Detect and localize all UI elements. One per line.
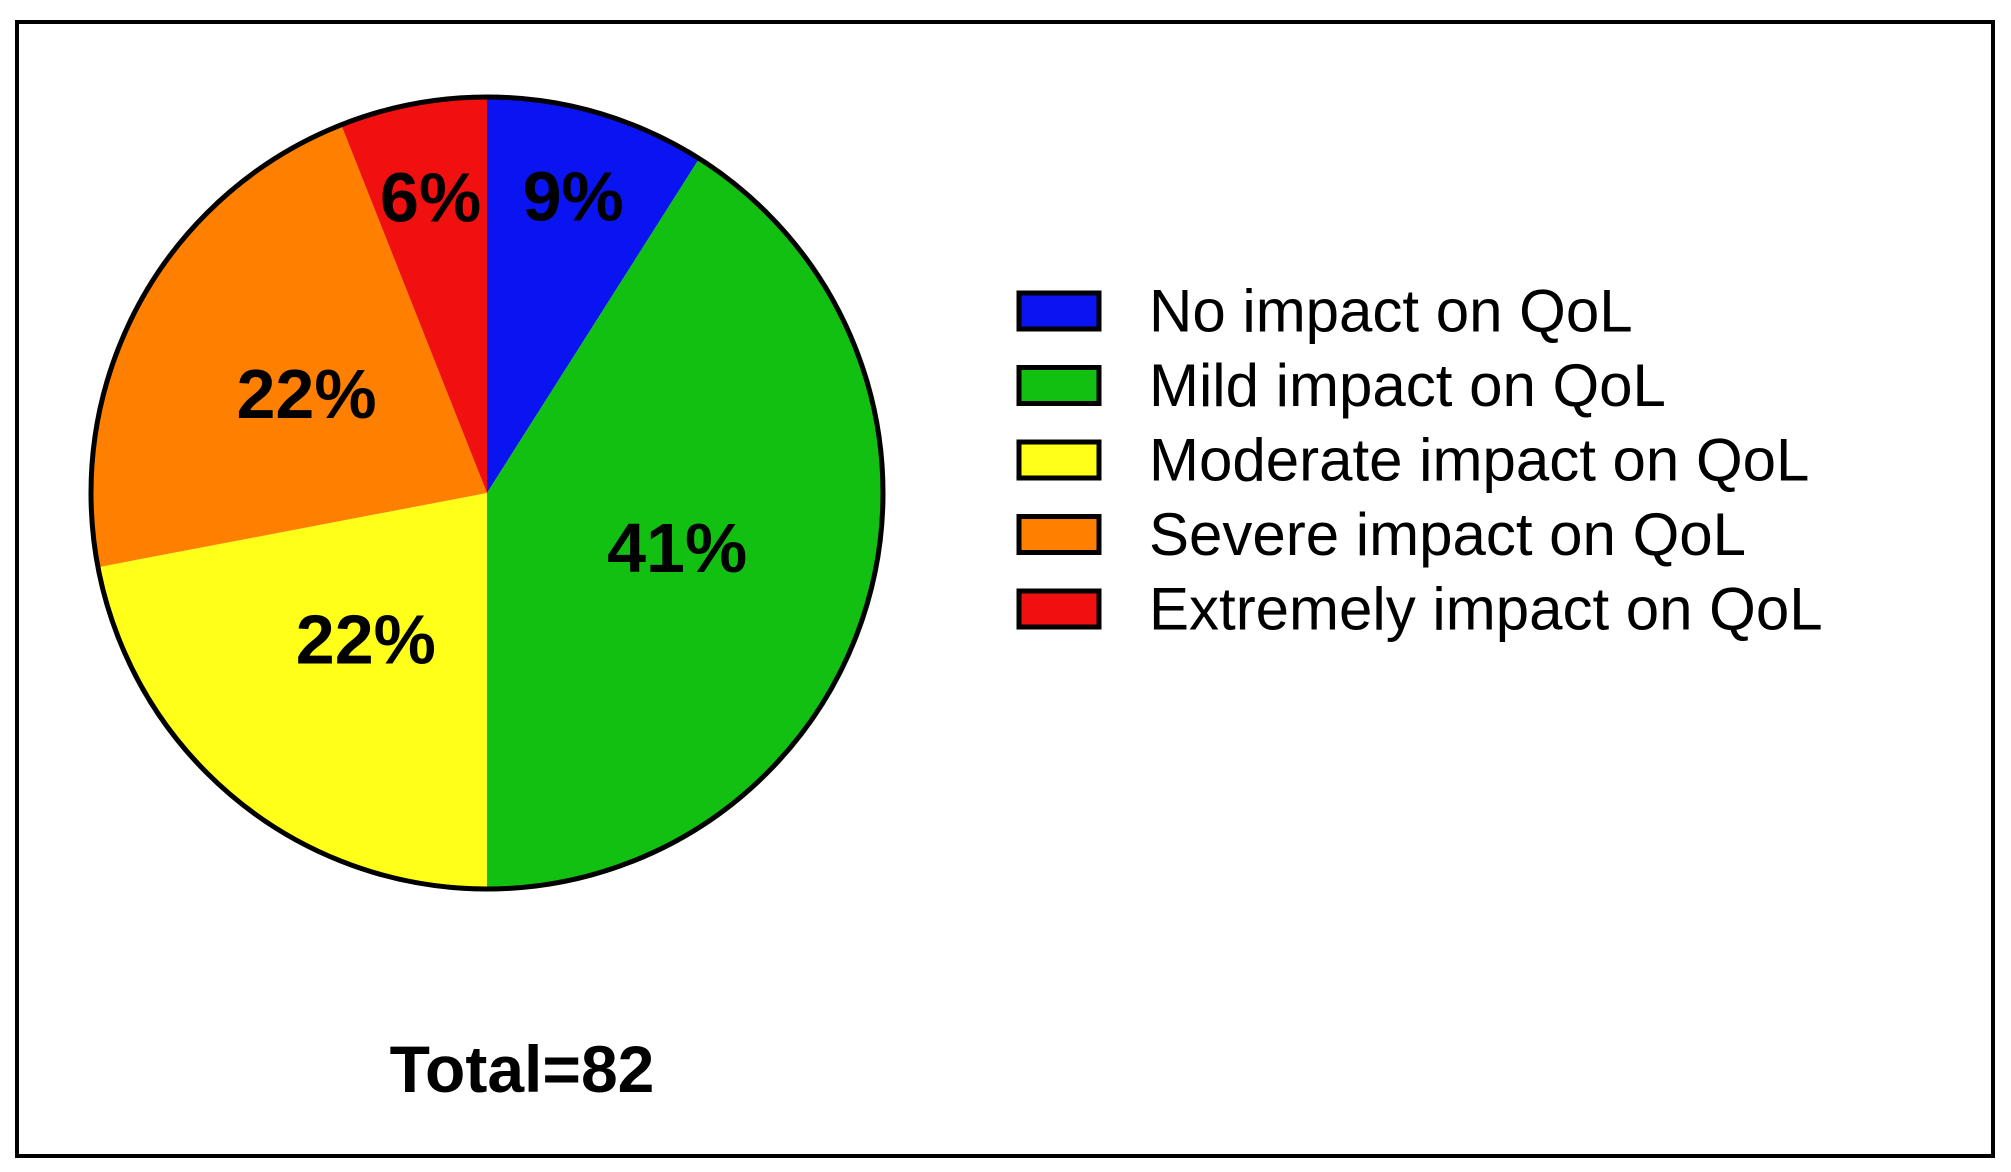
total-label: Total=82: [390, 1032, 655, 1106]
legend-swatch-severe-impact-on-qol: [1016, 514, 1102, 555]
slice-labels: 9% 41% 22% 22% 6%: [236, 157, 747, 678]
slice-value-label: 22%: [236, 355, 376, 433]
legend-swatch-extremely-impact-on-qol: [1016, 588, 1102, 630]
legend-swatch-moderate-impact-on-qol: [1016, 439, 1102, 481]
legend-label: Extremely impact on QoL: [1149, 576, 1823, 643]
pie-outline: [88, 94, 886, 892]
pie-slice-moderate-impact-on-qol: [98, 493, 487, 889]
pie-slice-mild-impact-on-qol: [487, 158, 884, 890]
legend-label: No impact on QoL: [1149, 278, 1633, 345]
pie-slice-no-impact-on-qol: [487, 97, 700, 493]
slice-value-label: 41%: [607, 509, 747, 587]
legend-label: Moderate impact on QoL: [1149, 427, 1809, 494]
legend-label: Mild impact on QoL: [1149, 352, 1666, 419]
pie-slice-extremely-impact-on-qol: [341, 97, 487, 493]
slice-value-label: 9%: [523, 157, 624, 235]
slice-value-label: 22%: [296, 600, 436, 678]
legend-label: Severe impact on QoL: [1149, 501, 1746, 568]
legend: No impact on QoL Mild impact on QoL Modera…: [1016, 278, 1823, 643]
legend-swatch-no-impact-on-qol: [1016, 290, 1102, 332]
pie-slice-severe-impact-on-qol: [91, 124, 487, 568]
pie-slices: [91, 97, 884, 890]
legend-swatch-mild-impact-on-qol: [1016, 365, 1102, 406]
slice-value-label: 6%: [380, 158, 481, 236]
